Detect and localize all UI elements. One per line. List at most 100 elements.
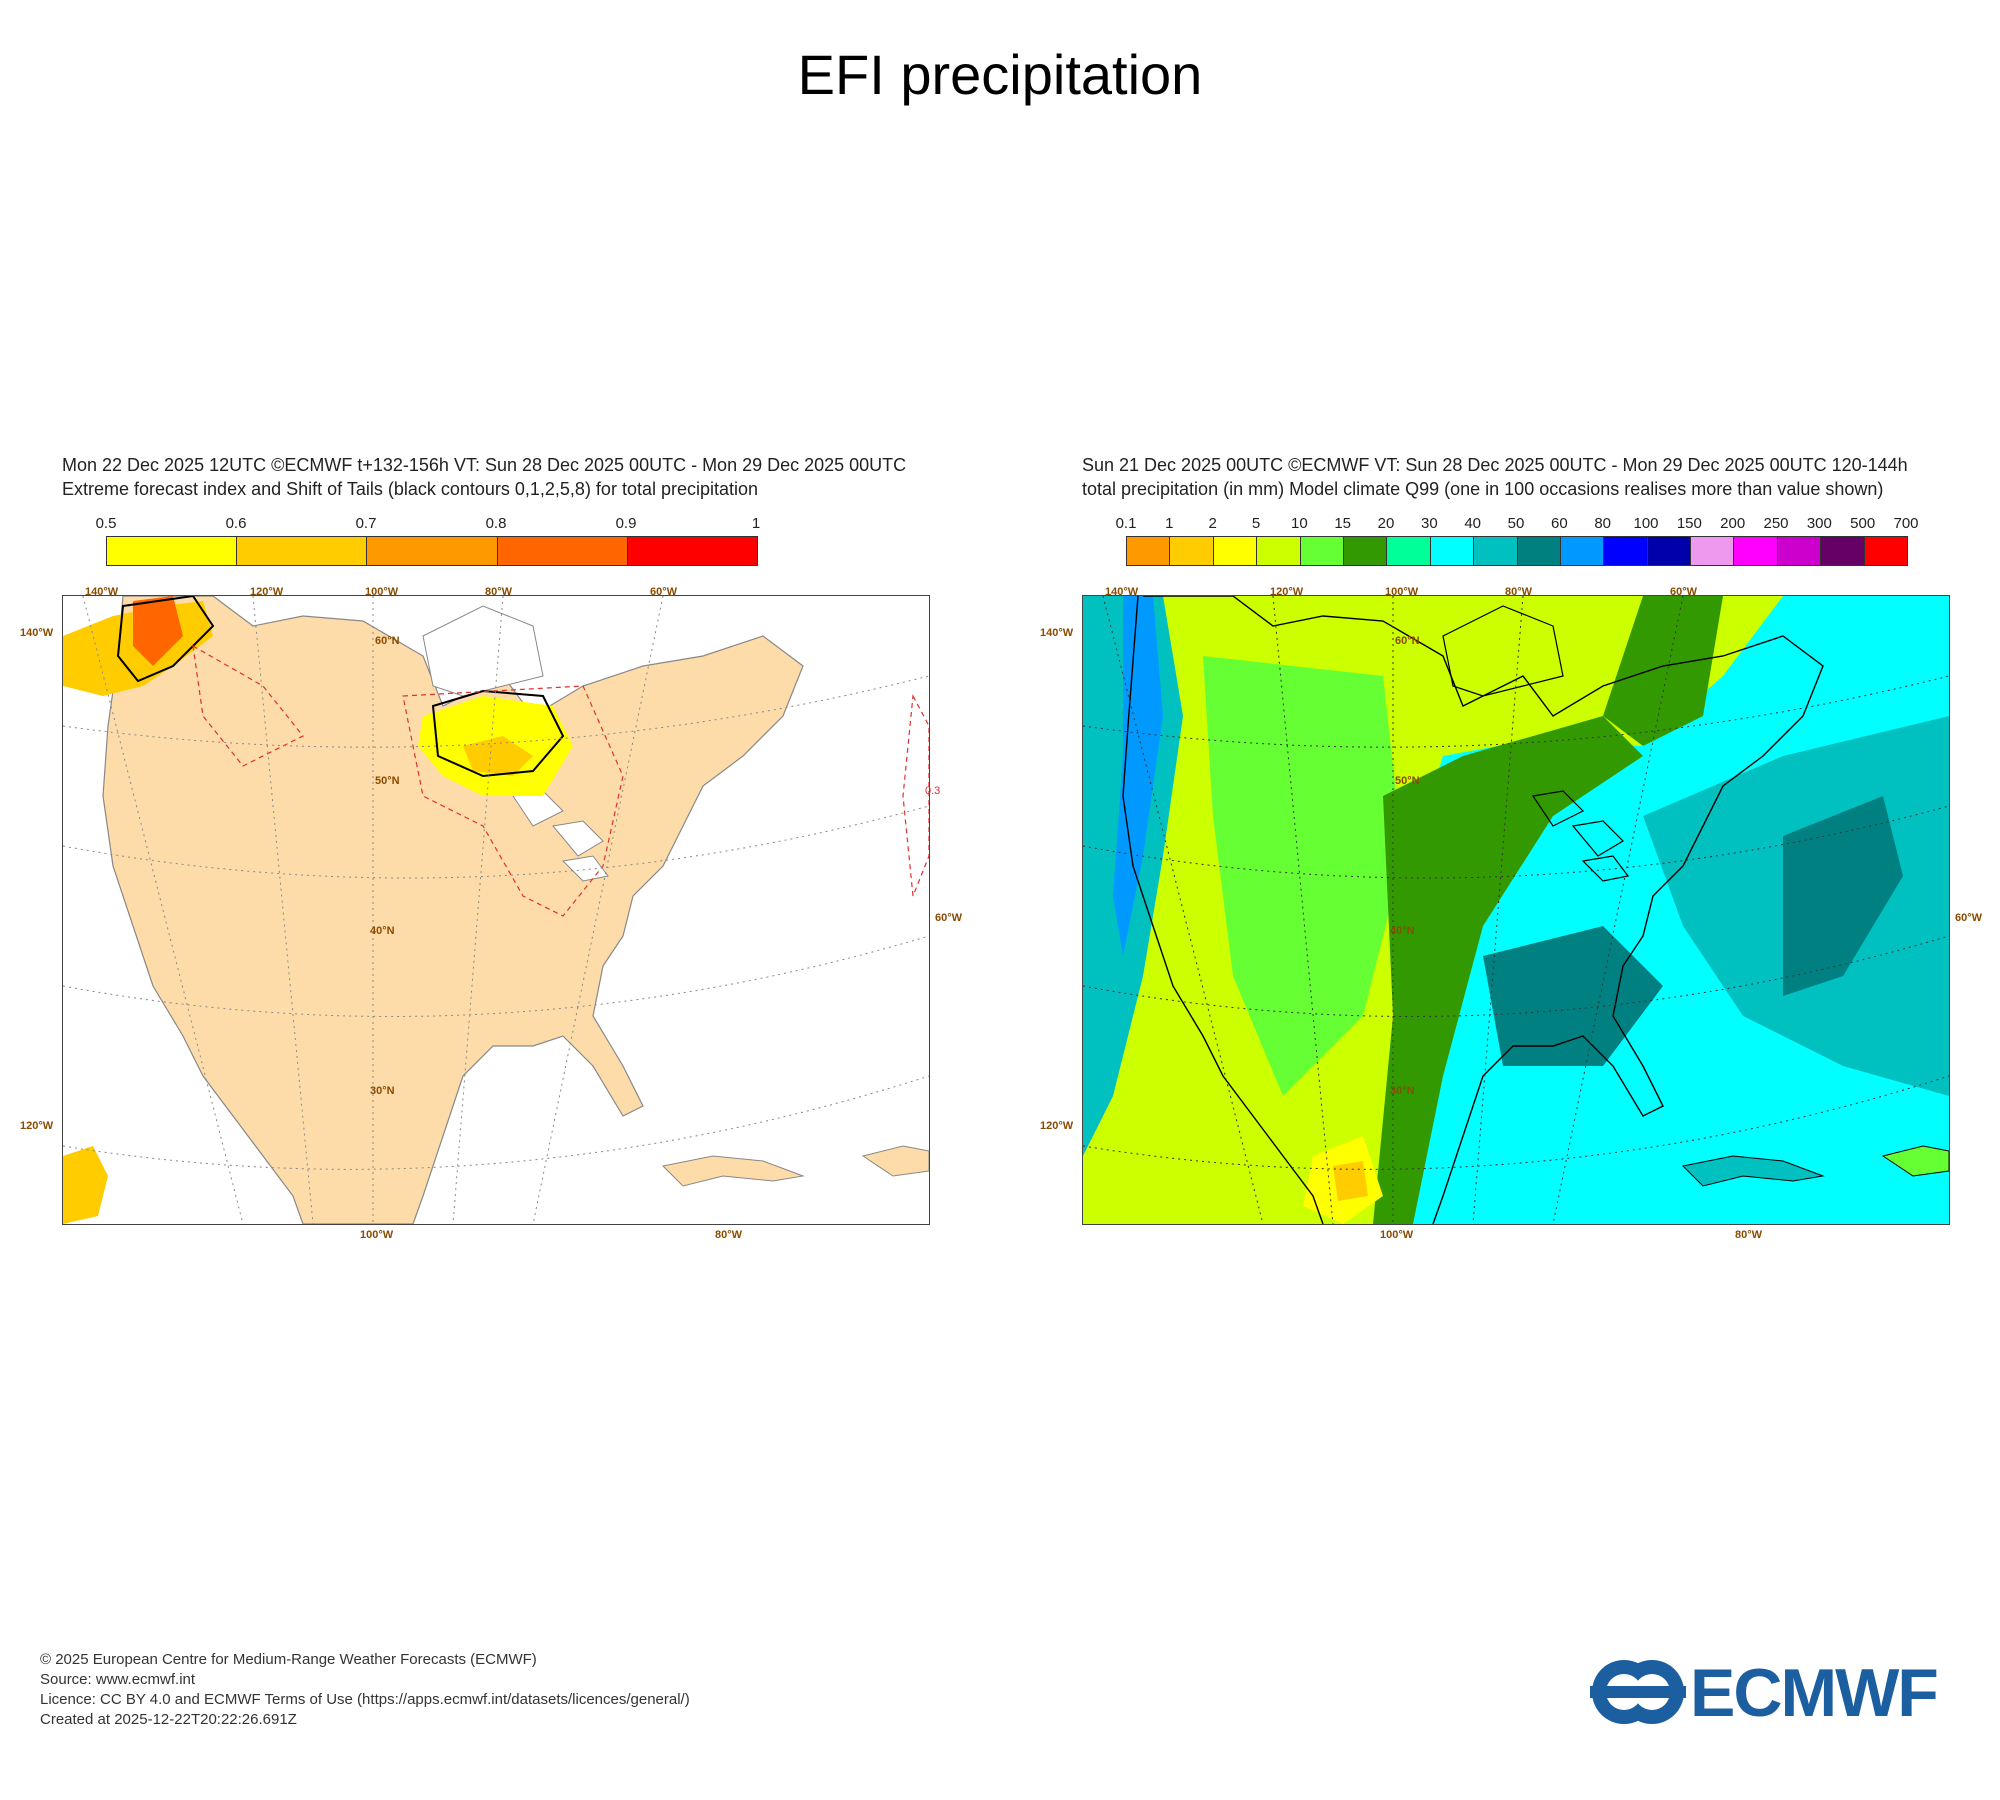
left-grid-label: 30°N — [370, 1085, 395, 1097]
right-grid-label: 80°W — [1505, 586, 1533, 598]
right-colorbar-swatch — [1257, 537, 1301, 565]
left-colorbar-swatch — [627, 537, 758, 565]
left-grid-label: 60°W — [935, 912, 963, 924]
efi-sot-contour-pnw — [116, 596, 215, 683]
footer-copyright: © 2025 European Centre for Medium-Range … — [40, 1651, 537, 1668]
climate-header-line2: total precipitation (in mm) Model climat… — [1082, 479, 1884, 499]
right-colorbar-label: 40 — [1464, 515, 1481, 532]
right-colorbar-swatch — [1604, 537, 1648, 565]
right-colorbar-swatch — [1777, 537, 1822, 565]
right-colorbar-swatch — [1560, 537, 1605, 565]
right-grid-label: 60°W — [1955, 912, 1983, 924]
left-grid-label: 100°W — [365, 586, 399, 598]
ecmwf-logo: ECMWF — [1590, 1655, 1966, 1731]
right-colorbar-swatch — [1474, 537, 1518, 565]
efi-header-line2: Extreme forecast index and Shift of Tail… — [62, 479, 759, 499]
left-colorbar-label: 0.9 — [615, 515, 637, 532]
right-colorbar-label: 10 — [1290, 515, 1308, 532]
right-grid-label: 60°W — [1670, 586, 1698, 598]
left-grid-label: 140°W — [20, 627, 54, 639]
right-colorbar-label: 500 — [1850, 515, 1876, 532]
left-colorbar-swatch — [497, 537, 628, 565]
climate-map-svg — [1083, 596, 1949, 1224]
right-colorbar-label: 60 — [1550, 515, 1568, 532]
right-colorbar-swatch — [1430, 537, 1475, 565]
efi-contour-label: 0.3 — [925, 785, 941, 797]
right-colorbar-label: 1 — [1165, 515, 1174, 532]
climate-panel: Sun 21 Dec 2025 00UTC ©ECMWF VT: Sun 28 … — [1040, 455, 2000, 1255]
left-grid-label: 50°N — [375, 775, 400, 787]
right-colorbar-swatch — [1864, 537, 1908, 565]
left-colorbar-swatch — [367, 537, 498, 565]
right-colorbar-label: 50 — [1507, 515, 1525, 532]
efi-map-svg — [63, 596, 929, 1224]
efi-colorbar — [106, 536, 758, 566]
climate-field-teal-gulf — [1483, 926, 1663, 1066]
right-colorbar-label: 250 — [1763, 515, 1789, 532]
right-colorbar-swatch — [1213, 537, 1258, 565]
climate-map — [1082, 595, 1950, 1225]
right-colorbar-swatch — [1647, 537, 1692, 565]
right-grid-label: 60°N — [1395, 635, 1420, 647]
right-colorbar-swatch — [1517, 537, 1561, 565]
footer: © 2025 European Centre for Medium-Range … — [40, 1650, 690, 1730]
climate-coastline-west — [1122, 596, 1324, 1224]
climate-colorbar-labels: 0.1 1 2 5 10 15 20 30 40 50 60 80 100 150 200 250 300 500… — [1116, 515, 1919, 533]
efi-hudson-bay — [422, 605, 544, 697]
right-colorbar-label: 200 — [1720, 515, 1746, 532]
efi-cuba — [661, 1155, 805, 1187]
climate-field-yellow-2 — [1333, 1161, 1368, 1201]
right-grid-label: 80°W — [1735, 1229, 1763, 1241]
right-colorbar-swatch — [1127, 537, 1171, 565]
left-colorbar-swatch — [107, 537, 238, 565]
right-colorbar-label: 5 — [1251, 515, 1261, 532]
footer-licence: Licence: CC BY 4.0 and ECMWF Terms of Us… — [40, 1691, 690, 1708]
left-grid-label: 60°W — [650, 586, 678, 598]
climate-colorbar — [1126, 536, 1908, 566]
ecmwf-logo-mark — [1590, 1660, 1686, 1724]
left-grid-label: 120°W — [250, 586, 284, 598]
efi-anomaly-sw — [63, 1146, 108, 1224]
efi-sot-contour-quebec — [431, 689, 565, 778]
left-grid-label: 80°W — [715, 1229, 743, 1241]
right-colorbar-swatch — [1170, 537, 1214, 565]
efi-dashed-contour-1 — [192, 644, 304, 767]
right-colorbar-label: 100 — [1633, 515, 1659, 532]
left-grid-label: 120°W — [20, 1120, 54, 1132]
left-grid-label: 80°W — [485, 586, 513, 598]
right-colorbar-label: 300 — [1806, 515, 1832, 532]
climate-header-line1: Sun 21 Dec 2025 00UTC ©ECMWF VT: Sun 28 … — [1082, 455, 1908, 475]
right-colorbar-label: 700 — [1893, 515, 1919, 532]
right-grid-label: 140°W — [1040, 627, 1074, 639]
climate-great-lakes — [1531, 790, 1630, 882]
footer-source: Source: www.ecmwf.int — [40, 1671, 196, 1688]
right-grid-label: 40°N — [1390, 925, 1415, 937]
right-colorbar-swatch — [1300, 537, 1344, 565]
right-grid-label: 140°W — [1105, 586, 1139, 598]
right-grid-label: 30°N — [1390, 1085, 1415, 1097]
climate-cuba — [1681, 1155, 1825, 1187]
efi-colorbar-labels: 0.5 0.6 0.7 0.8 0.9 1 — [96, 515, 761, 533]
left-colorbar-label: 0.5 — [95, 515, 117, 532]
right-colorbar-label: 20 — [1377, 515, 1395, 532]
efi-map — [62, 595, 930, 1225]
left-colorbar-swatch — [237, 537, 368, 565]
left-colorbar-label: 0.7 — [355, 515, 377, 532]
left-grid-label: 60°N — [375, 635, 400, 647]
left-colorbar-label: 1 — [751, 515, 761, 532]
right-colorbar-swatch — [1821, 537, 1865, 565]
right-colorbar-label: 150 — [1676, 515, 1702, 532]
right-colorbar-label: 80 — [1594, 515, 1611, 532]
efi-panel: Mon 22 Dec 2025 12UTC ©ECMWF t+132-156h … — [20, 455, 1010, 1255]
climate-graticule — [1083, 596, 1949, 1224]
efi-anomaly-pnw-core — [133, 596, 183, 666]
right-grid-label: 100°W — [1385, 586, 1419, 598]
right-colorbar-swatch — [1734, 537, 1778, 565]
climate-coastline — [1143, 596, 1824, 1224]
climate-field-darkgreen — [1373, 716, 1643, 1224]
left-colorbar-label: 0.6 — [225, 515, 247, 532]
left-grid-label: 40°N — [370, 925, 395, 937]
climate-field-darkgreen-ne — [1603, 596, 1723, 746]
climate-hudson-bay — [1442, 605, 1564, 697]
ecmwf-logo-text: ECMWF — [1690, 1655, 1939, 1731]
